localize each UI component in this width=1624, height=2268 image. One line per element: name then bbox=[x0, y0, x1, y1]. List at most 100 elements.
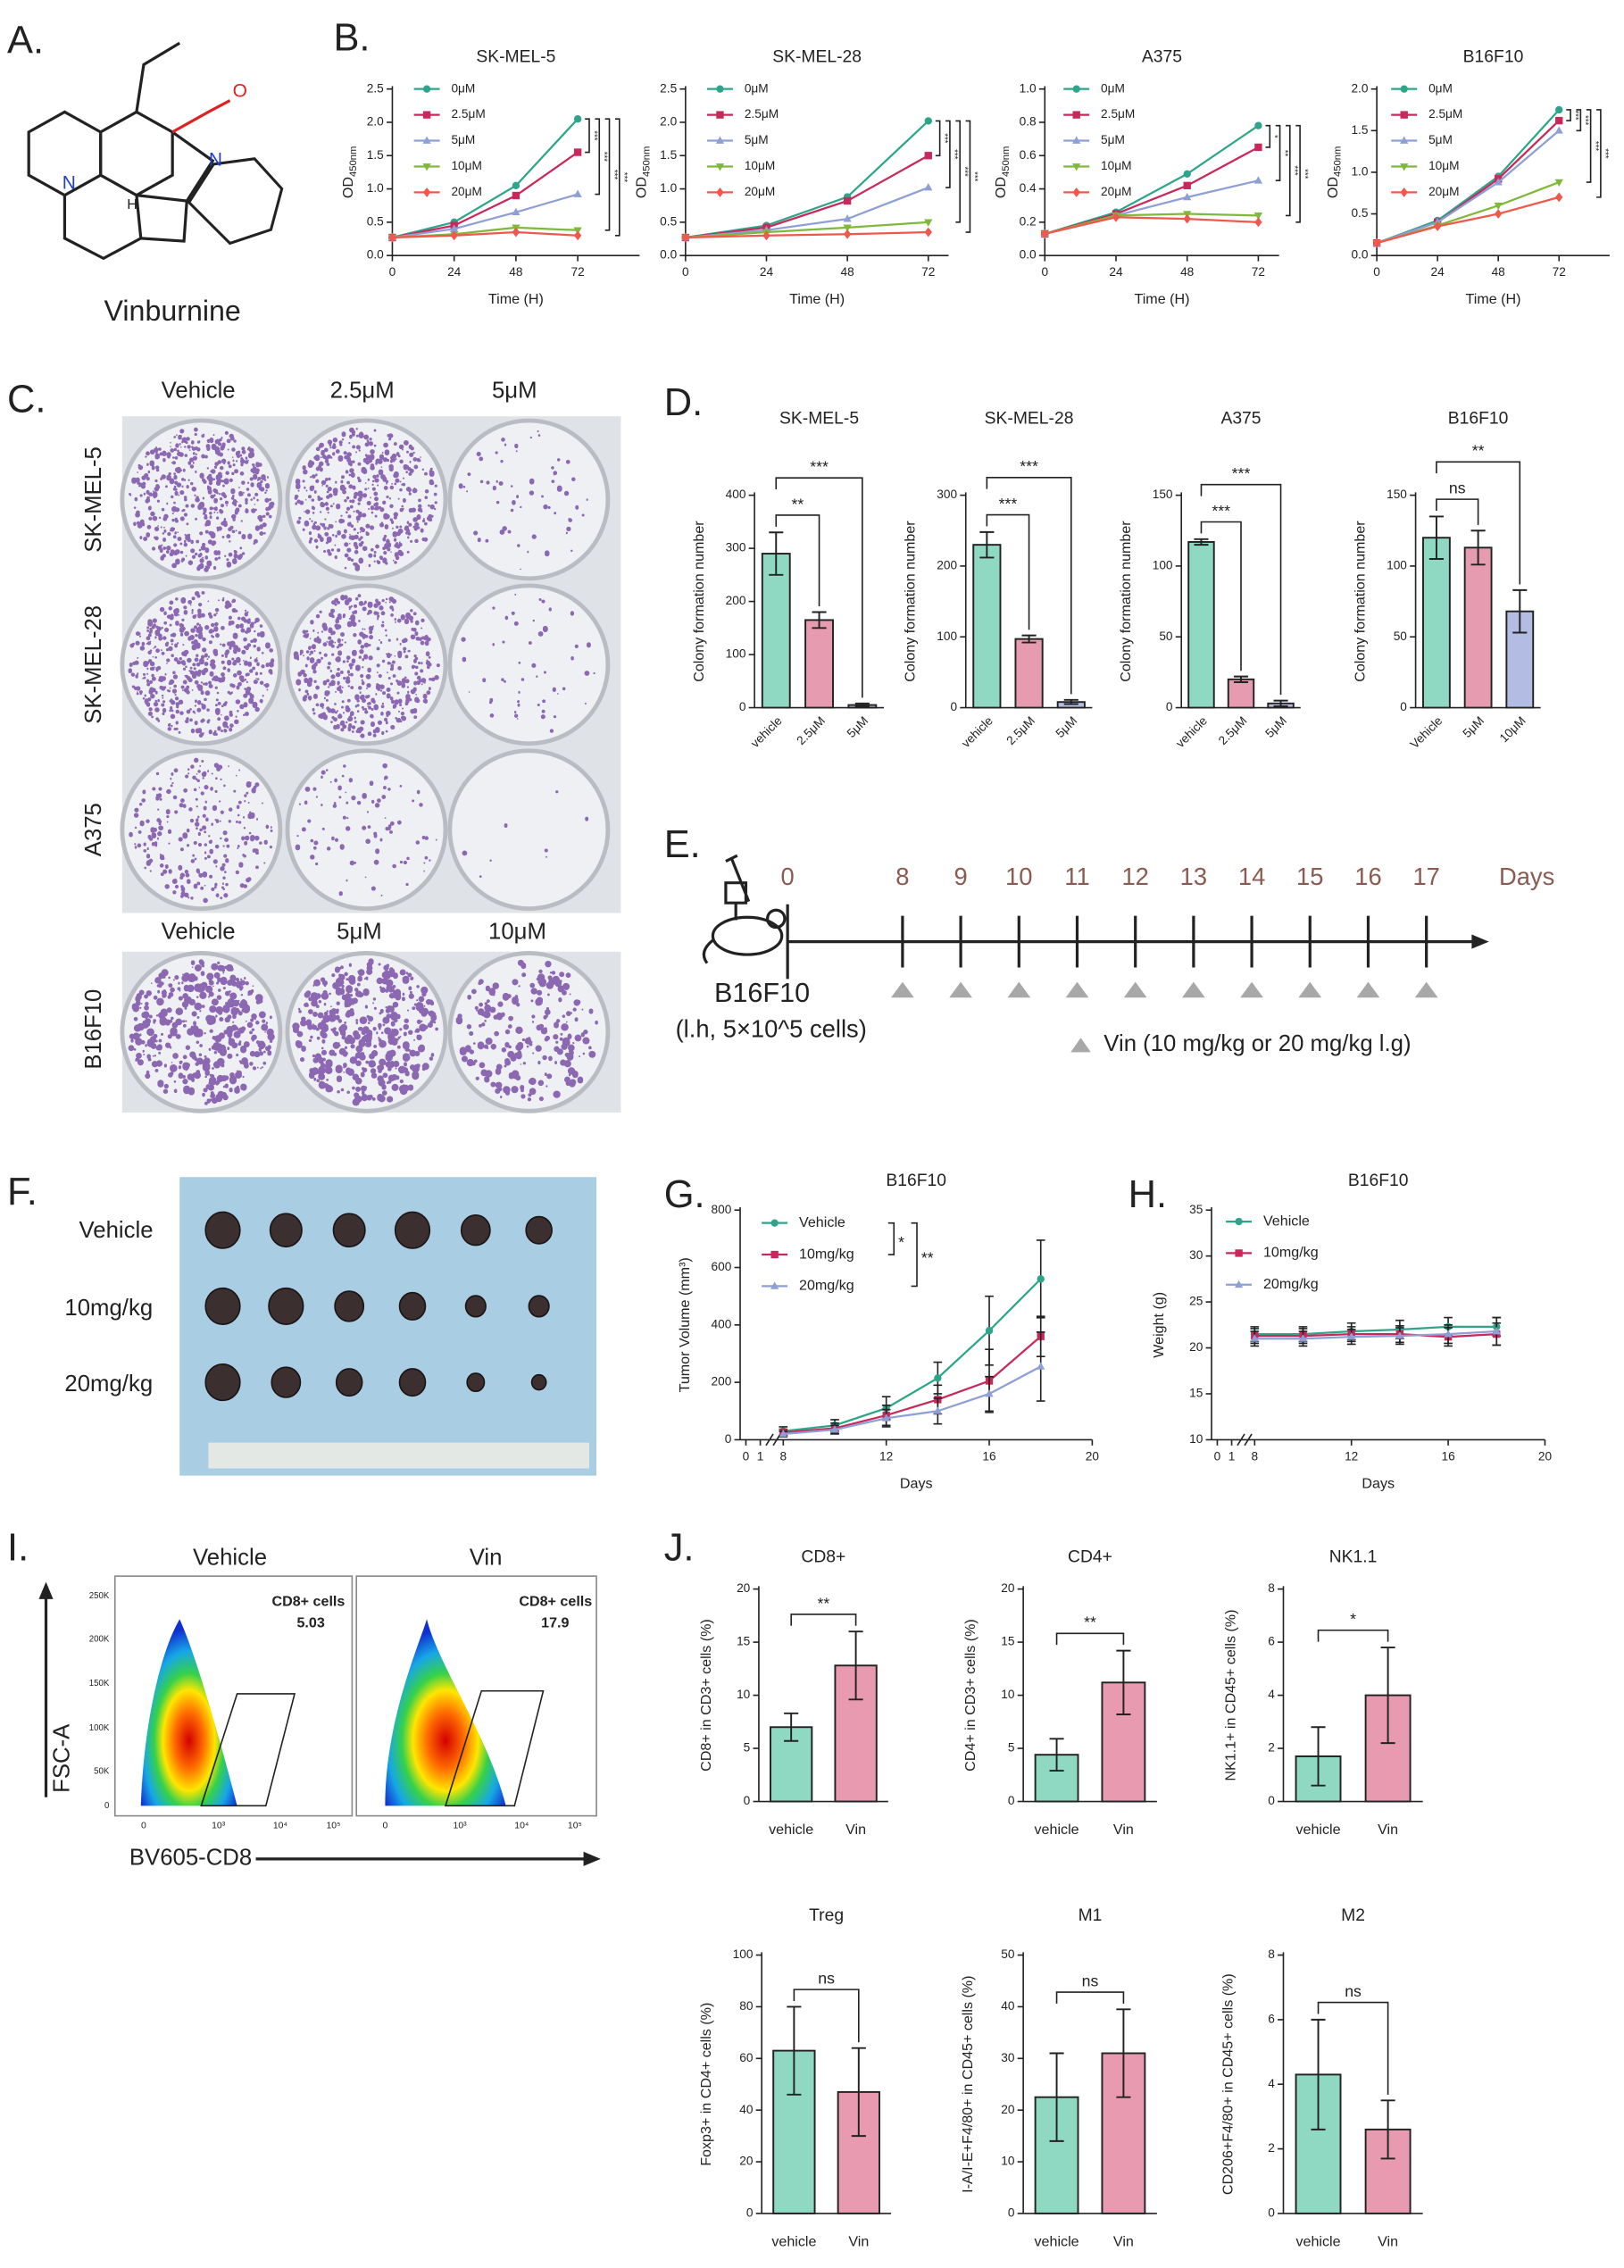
point bbox=[843, 214, 852, 222]
point bbox=[1183, 192, 1192, 201]
error-bar bbox=[1512, 588, 1528, 634]
chart-title: A375 bbox=[1142, 47, 1182, 66]
significance-label: *** bbox=[970, 171, 979, 181]
flow-y-tick: 150K bbox=[89, 1679, 110, 1688]
ethyl bbox=[135, 41, 181, 113]
y-tick-label: 20 bbox=[737, 1581, 751, 1595]
dose-marker bbox=[1298, 981, 1322, 998]
significance-label: *** bbox=[1580, 115, 1590, 125]
significance-label: ** bbox=[1279, 150, 1289, 157]
timeline-unit: Days bbox=[1499, 863, 1554, 890]
x-tick-label: 1 bbox=[1228, 1449, 1236, 1463]
series-line bbox=[783, 1335, 1042, 1434]
significance-label: *** bbox=[1232, 464, 1251, 482]
flow-x-tick: 10³ bbox=[212, 1822, 226, 1831]
tumor bbox=[466, 1372, 486, 1393]
significance-bracket bbox=[911, 1222, 918, 1288]
day-label: 10 bbox=[1005, 863, 1032, 890]
tumor bbox=[525, 1215, 553, 1245]
x-tick-label: Vin bbox=[1113, 1822, 1134, 1838]
y-tick-label: 30 bbox=[1189, 1248, 1203, 1262]
bar bbox=[972, 544, 1002, 709]
day-label: 16 bbox=[1354, 863, 1381, 890]
chart-title: M1 bbox=[1079, 1906, 1103, 1925]
series-line bbox=[1376, 109, 1561, 245]
point bbox=[512, 191, 521, 200]
significance-bracket bbox=[986, 513, 1030, 630]
compound-name: Vinburnine bbox=[104, 295, 241, 327]
y-axis-label: Colony formation number bbox=[903, 521, 919, 682]
panel-label: J. bbox=[664, 1527, 695, 1570]
point bbox=[1555, 192, 1563, 203]
chart-title: SK-MEL-28 bbox=[985, 410, 1074, 429]
significance-bracket bbox=[595, 118, 601, 196]
legend-marker bbox=[716, 187, 724, 197]
point bbox=[1494, 209, 1503, 219]
y-tick-label: 20 bbox=[1001, 2103, 1015, 2116]
error-bar bbox=[1233, 675, 1249, 683]
legend-marker bbox=[1072, 136, 1081, 144]
mouse-icon bbox=[702, 854, 787, 964]
panel-label: B. bbox=[333, 16, 370, 59]
row-label: B16F10 bbox=[81, 989, 106, 1070]
dose-marker bbox=[1414, 981, 1438, 998]
dose-marker bbox=[949, 981, 972, 998]
y-axis-label-text: Colony formation number bbox=[1353, 521, 1369, 682]
flow-y-tick: 0 bbox=[104, 1801, 109, 1811]
error-bar bbox=[1049, 1738, 1064, 1772]
y-tick-label: 5 bbox=[744, 1741, 751, 1755]
chart: M2 0 2 4 6 8 CD206+F4/80+ in CD45+ cells (%) ve… bbox=[1220, 1906, 1423, 2249]
colonies bbox=[128, 959, 275, 1105]
y-tick-label: 800 bbox=[712, 1203, 732, 1216]
dose-marker bbox=[891, 981, 914, 998]
series-line bbox=[783, 1278, 1042, 1432]
y-axis-label-text: I-A/I-E+F4/80+ in CD45+ cells (%) bbox=[960, 1976, 976, 2193]
legend-triangle bbox=[1070, 1038, 1091, 1053]
y-tick-label: 0 bbox=[739, 700, 746, 713]
y-tick-label: 0 bbox=[1166, 700, 1173, 713]
legend-marker bbox=[715, 163, 725, 171]
row-label: SK-MEL-28 bbox=[81, 605, 106, 724]
flow-x-tick: 10⁵ bbox=[326, 1822, 340, 1831]
x-tick-label: Vin bbox=[1378, 2233, 1398, 2249]
x-axis-label: Days bbox=[900, 1476, 933, 1492]
flow-plots bbox=[38, 1575, 601, 1866]
error-bar bbox=[1311, 1726, 1326, 1787]
chart: B16F10 0 50 100 150 Colony formation number Ve… bbox=[1353, 410, 1541, 751]
x-tick-label: 2.5μM bbox=[1216, 713, 1250, 747]
x-tick-label: 12 bbox=[879, 1449, 893, 1463]
point bbox=[1254, 217, 1262, 228]
y-tick-label: 20 bbox=[1001, 1581, 1015, 1595]
legend-marker bbox=[715, 136, 725, 144]
tumor bbox=[398, 1291, 427, 1321]
significance-bracket bbox=[965, 120, 971, 233]
chart-title: SK-MEL-28 bbox=[772, 47, 862, 66]
significance-label: ** bbox=[792, 495, 804, 513]
legend-marker bbox=[1235, 1249, 1243, 1257]
significance-label: *** bbox=[609, 170, 619, 179]
gate bbox=[444, 1689, 545, 1807]
significance-bracket bbox=[986, 476, 1072, 695]
significance-bracket bbox=[604, 118, 611, 231]
point bbox=[924, 152, 932, 160]
flow-x-tick: 0 bbox=[141, 1822, 146, 1831]
chart-title: NK1.1 bbox=[1329, 1547, 1378, 1566]
y-tick-label: 6 bbox=[1268, 2013, 1275, 2026]
colonies bbox=[129, 757, 273, 904]
bar bbox=[1463, 546, 1493, 709]
legend-marker bbox=[1235, 1217, 1243, 1226]
error-bar bbox=[1311, 2018, 1326, 2130]
x-tick-label: 72 bbox=[1553, 265, 1566, 279]
y-axis-label: NK1.1+ in CD45+ cells (%) bbox=[1223, 1610, 1239, 1781]
y-tick-label: 0.5 bbox=[1351, 206, 1368, 220]
y-tick-label: 200 bbox=[937, 559, 957, 572]
bar bbox=[804, 619, 834, 709]
significance-label: ** bbox=[921, 1249, 934, 1267]
chart: SK-MEL-5 0 100 200 300 400 Colony formation nu… bbox=[691, 410, 884, 750]
y-axis-label-text: OD bbox=[340, 177, 356, 198]
legend-label: 20mg/kg bbox=[799, 1278, 854, 1294]
day-label: 8 bbox=[895, 863, 909, 890]
x-tick-label: 24 bbox=[1431, 265, 1445, 279]
